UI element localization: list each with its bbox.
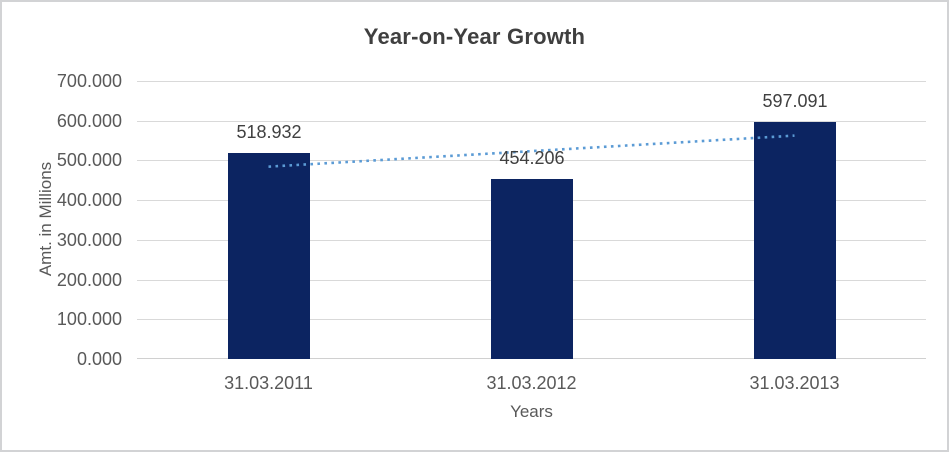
y-axis-title: Amt. in Millions <box>36 161 55 277</box>
x-axis-tick-label: 31.03.2012 <box>486 373 577 393</box>
x-axis-tick-label: 31.03.2013 <box>749 373 840 393</box>
y-axis-tick-label: 400.000 <box>56 190 122 210</box>
bar-value-label: 454.206 <box>499 148 565 168</box>
bar-value-label: 597.091 <box>762 91 828 111</box>
bar-31.03.2013 <box>754 122 836 359</box>
bar-31.03.2011 <box>228 153 310 359</box>
bar-value-label: 518.932 <box>236 122 302 142</box>
y-axis-tick-label: 200.000 <box>56 270 122 290</box>
x-axis-tick-label: 31.03.2011 <box>224 373 313 393</box>
y-axis-tick-label: 500.000 <box>56 150 122 170</box>
y-axis-tick-label: 0.000 <box>76 349 122 369</box>
gridline <box>137 81 926 82</box>
x-axis-title: Years <box>510 402 553 421</box>
chart-title: Year-on-Year Growth <box>363 24 586 49</box>
y-axis-tick-label: 100.000 <box>56 309 122 329</box>
plot-area: 518.932 454.206 597.091 <box>137 81 926 359</box>
y-axis-tick-label: 700.000 <box>56 71 122 91</box>
gridline <box>137 160 926 161</box>
y-axis-tick-label: 600.000 <box>56 111 122 131</box>
gridline <box>137 121 926 122</box>
y-axis-tick-label: 300.000 <box>56 230 122 250</box>
bar-31.03.2012 <box>491 179 573 359</box>
